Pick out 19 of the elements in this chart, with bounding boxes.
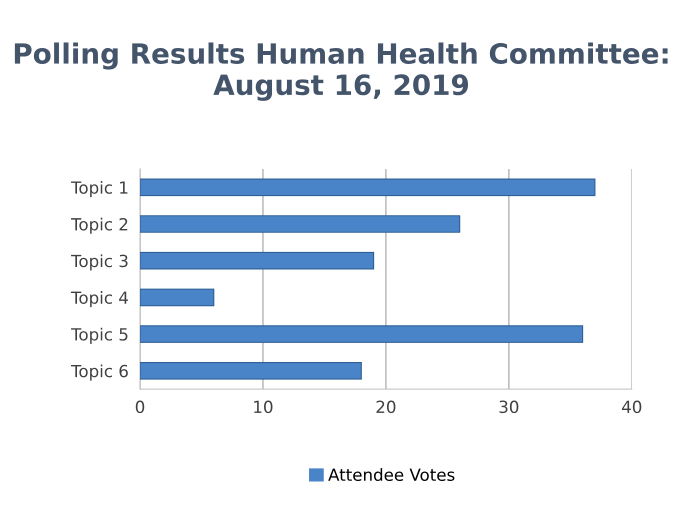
y-tick-label: Topic 3 <box>71 254 128 270</box>
bar <box>140 325 584 343</box>
x-tick-label: 20 <box>376 400 396 414</box>
x-tick-label: 30 <box>500 400 518 414</box>
x-tick-label: 10 <box>254 400 272 414</box>
y-tick-label: Topic 2 <box>71 218 128 234</box>
chart-title: Polling Results Human Health Committee: August 16, 2019 <box>14 42 668 101</box>
x-tick-label: 40 <box>622 400 642 414</box>
y-tick-label: Topic 4 <box>71 291 128 308</box>
y-tick-label: Topic 5 <box>71 328 128 344</box>
x-tick-label: 0 <box>136 400 144 414</box>
bar <box>140 215 460 233</box>
y-tick-label: Topic 1 <box>71 180 128 198</box>
bar <box>140 288 214 306</box>
y-tick-label: Topic 6 <box>71 364 128 381</box>
bar <box>140 252 374 270</box>
legend-label: Attendee Votes <box>328 468 454 482</box>
bar <box>140 362 362 380</box>
bar <box>140 178 596 196</box>
